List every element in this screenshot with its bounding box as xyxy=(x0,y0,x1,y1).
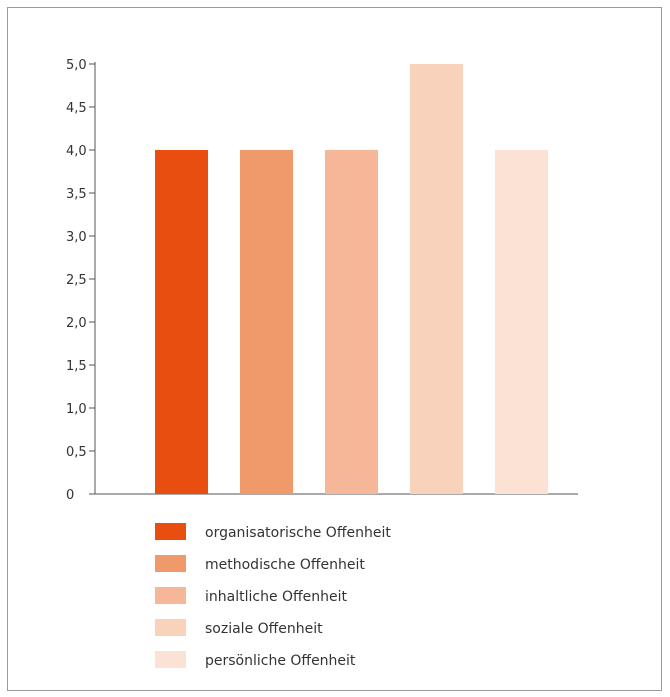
legend-label: organisatorische Offenheit xyxy=(205,525,391,541)
legend-label: methodische Offenheit xyxy=(205,557,365,573)
y-tick-label: 2,0 xyxy=(66,316,87,331)
y-tick-label: 3,0 xyxy=(66,230,87,245)
legend-label: persönliche Offenheit xyxy=(205,653,356,669)
bar-layer xyxy=(155,64,548,494)
bar xyxy=(410,64,463,494)
legend-swatch xyxy=(155,523,186,540)
bar xyxy=(155,150,208,494)
y-tick-label: 5,0 xyxy=(66,58,87,73)
y-tick-label: 4,5 xyxy=(66,101,87,116)
bar xyxy=(240,150,293,494)
y-tick-label: 3,5 xyxy=(66,187,87,202)
legend-label: inhaltliche Offenheit xyxy=(205,589,348,605)
y-tick-label: 0 xyxy=(66,488,74,503)
legend-label: soziale Offenheit xyxy=(205,621,323,637)
bar xyxy=(325,150,378,494)
y-tick-label: 0,5 xyxy=(66,445,87,460)
legend-swatch xyxy=(155,651,186,668)
legend: organisatorische Offenheit methodische Of… xyxy=(155,523,391,669)
y-tick-label: 1,0 xyxy=(66,402,87,417)
bar xyxy=(495,150,548,494)
legend-swatch xyxy=(155,619,186,636)
y-tick-label: 1,5 xyxy=(66,359,87,374)
legend-swatch xyxy=(155,587,186,604)
y-tick-label: 2,5 xyxy=(66,273,87,288)
y-tick-label: 4,0 xyxy=(66,144,87,159)
legend-swatch xyxy=(155,555,186,572)
